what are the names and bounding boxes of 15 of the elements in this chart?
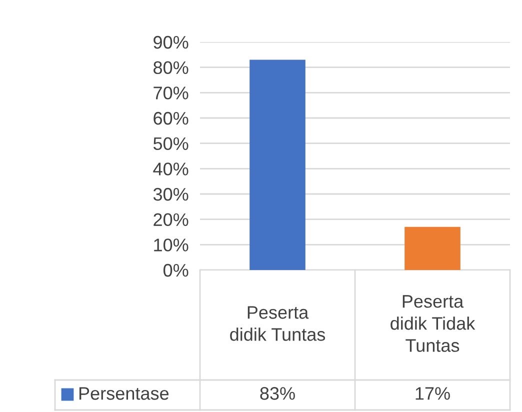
y-tick-label: 40% (153, 162, 188, 176)
y-tick-label: 30% (153, 188, 188, 201)
data-label: 17% (416, 387, 450, 400)
x-tick-label: Peserta didik Tuntas (230, 306, 326, 341)
y-tick-label: 60% (154, 112, 188, 125)
data-label: 83% (260, 387, 295, 400)
y-tick-label: 20% (154, 213, 188, 226)
y-tick-label: 90% (154, 36, 188, 49)
y-tick-label: 10% (154, 238, 188, 252)
y-tick-label: 80% (154, 61, 188, 74)
x-tick-label: Peserta didik Tidak Tuntas (390, 295, 476, 352)
y-tick-label: 50% (153, 137, 188, 150)
y-tick-label: 0% (164, 264, 188, 277)
y-tick-label: 70% (154, 86, 188, 100)
legend-label: Persentase (79, 387, 169, 400)
